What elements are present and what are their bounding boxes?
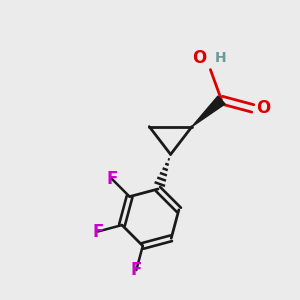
Text: F: F <box>106 170 118 188</box>
Text: O: O <box>256 99 270 117</box>
Text: F: F <box>130 261 142 279</box>
Polygon shape <box>192 96 225 127</box>
Text: O: O <box>192 49 206 67</box>
Text: H: H <box>215 51 226 65</box>
Text: F: F <box>92 223 103 241</box>
